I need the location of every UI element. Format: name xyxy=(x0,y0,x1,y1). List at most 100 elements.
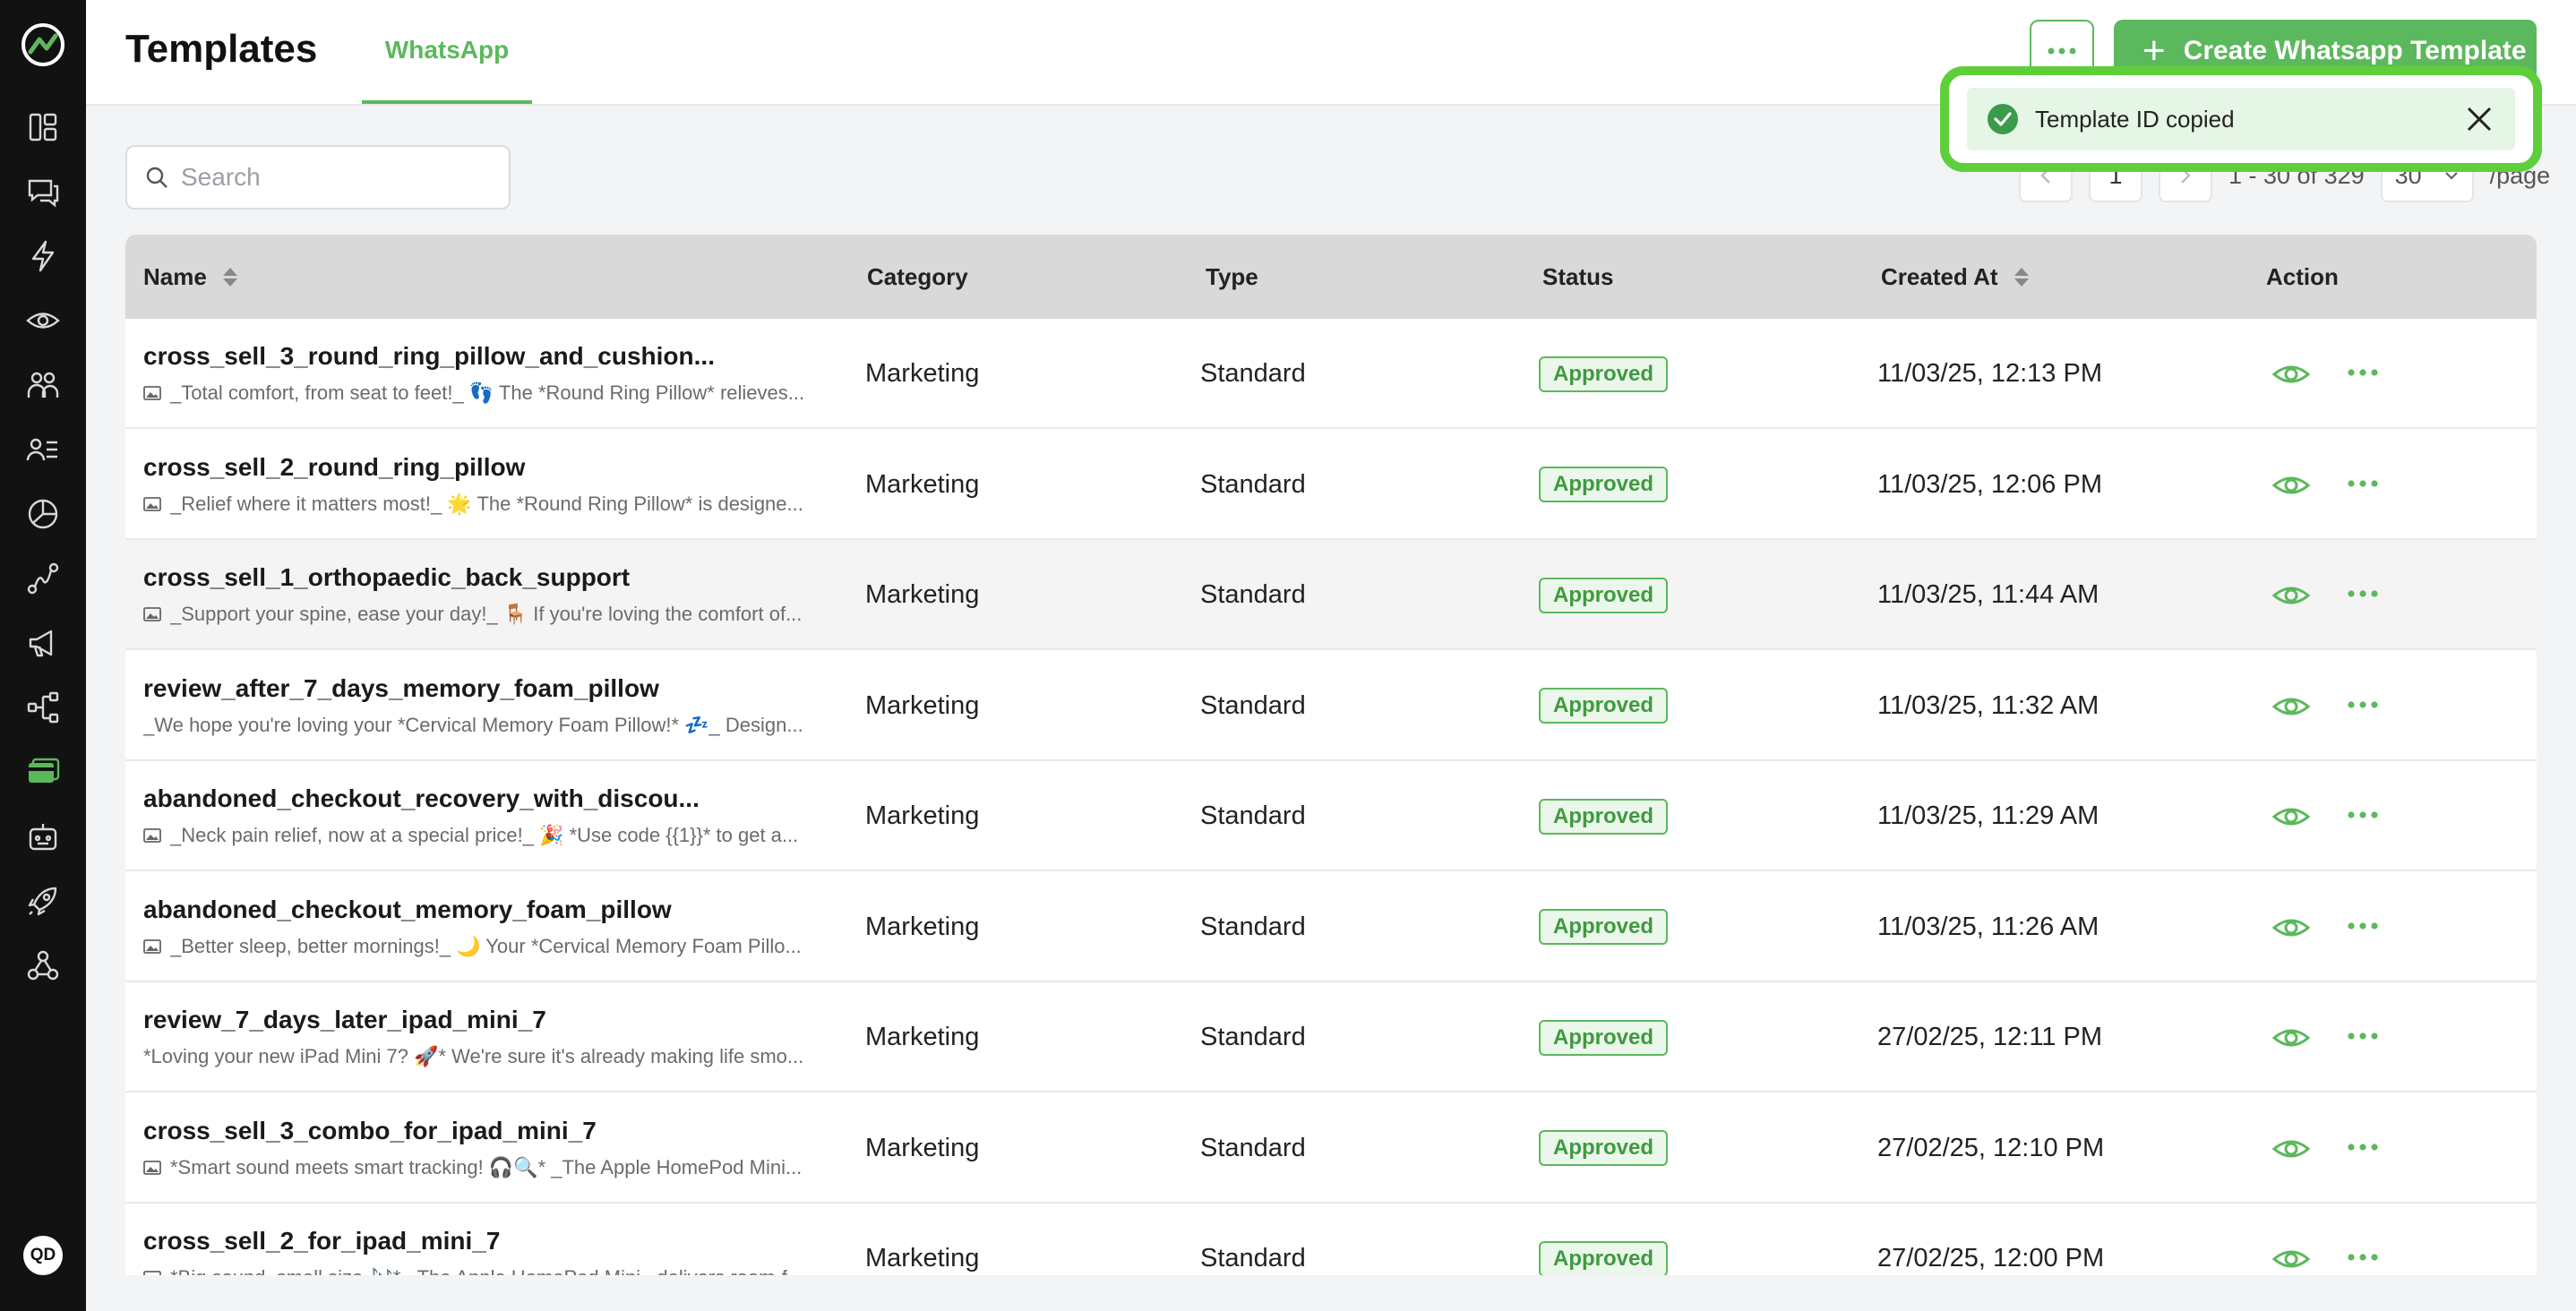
table-row[interactable]: cross_sell_2_for_ipad_mini_7 *Big sound, … xyxy=(125,1204,2537,1275)
chat-icon xyxy=(28,179,59,208)
tab-whatsapp[interactable]: WhatsApp xyxy=(362,0,532,104)
template-name[interactable]: cross_sell_2_round_ring_pillow xyxy=(143,452,526,481)
column-name[interactable]: Name xyxy=(143,235,237,319)
sidebar-item-monitor[interactable] xyxy=(21,299,64,342)
preview-eye-icon[interactable] xyxy=(2271,687,2311,726)
column-created-at[interactable]: Created At xyxy=(1881,235,2029,319)
sidebar-item-webhooks[interactable] xyxy=(21,944,64,987)
sidebar-item-launch[interactable] xyxy=(21,879,64,922)
plus-icon: + xyxy=(2142,29,2166,73)
sidebar-item-integrations[interactable] xyxy=(21,686,64,729)
preview-eye-icon[interactable] xyxy=(2271,466,2311,505)
webhook-icon xyxy=(27,950,59,981)
table-row[interactable]: abandoned_checkout_recovery_with_discou.… xyxy=(125,761,2537,871)
sidebar-item-flows[interactable] xyxy=(21,557,64,600)
table-header: Name Category Type Status Created At Act… xyxy=(125,235,2537,319)
created-at-cell: 11/03/25, 11:32 AM xyxy=(1877,690,2099,720)
preview-eye-icon[interactable] xyxy=(2271,908,2311,947)
status-cell: Approved xyxy=(1539,651,1669,761)
sidebar-item-team[interactable] xyxy=(21,364,64,407)
image-icon xyxy=(143,607,161,621)
template-preview-text: _Support your spine, ease your day!_ 🪑 I… xyxy=(170,603,803,625)
category-cell: Marketing xyxy=(865,1244,980,1272)
table-row[interactable]: abandoned_checkout_memory_foam_pillow _Be… xyxy=(125,871,2537,982)
template-preview: _Total comfort, from seat to feet!_ 👣 Th… xyxy=(143,381,851,405)
template-name[interactable]: abandoned_checkout_recovery_with_discou.… xyxy=(143,784,700,812)
template-preview: _Better sleep, better mornings!_ 🌙 Your … xyxy=(143,935,851,958)
table-row[interactable]: cross_sell_1_orthopaedic_back_support _Su… xyxy=(125,540,2537,650)
column-category: Category xyxy=(867,262,968,290)
template-name-cell: review_7_days_later_ipad_mini_7 *Loving y… xyxy=(143,1006,851,1068)
preview-eye-icon[interactable] xyxy=(2271,1018,2311,1058)
template-preview-text: _Relief where it matters most!_ 🌟 The *R… xyxy=(170,492,803,515)
search-input[interactable] xyxy=(181,163,485,192)
template-name[interactable]: review_after_7_days_memory_foam_pillow xyxy=(143,673,659,702)
row-more-icon[interactable] xyxy=(2343,355,2383,394)
status-badge: Approved xyxy=(1539,798,1669,835)
type-cell: Standard xyxy=(1200,469,1306,499)
created-at-cell: 11/03/25, 11:44 AM xyxy=(1877,580,2099,609)
sidebar-item-templates[interactable] xyxy=(21,750,64,793)
template-name[interactable]: review_7_days_later_ipad_mini_7 xyxy=(143,1006,546,1033)
row-more-icon[interactable] xyxy=(2343,576,2383,615)
sidebar-item-dashboard[interactable] xyxy=(21,106,64,149)
status-cell: Approved xyxy=(1539,430,1669,540)
table-row[interactable]: cross_sell_2_round_ring_pillow _Relief wh… xyxy=(125,429,2537,540)
lightning-icon xyxy=(31,240,55,272)
template-name[interactable]: abandoned_checkout_memory_foam_pillow xyxy=(143,895,672,923)
templates-table: Name Category Type Status Created At Act… xyxy=(125,235,2537,1275)
table-row[interactable]: review_after_7_days_memory_foam_pillow _W… xyxy=(125,650,2537,761)
app-logo-icon[interactable] xyxy=(20,21,66,68)
type-cell: Standard xyxy=(1200,912,1306,941)
template-preview: _Neck pain relief, now at a special pric… xyxy=(143,824,851,847)
row-more-icon[interactable] xyxy=(2343,1239,2383,1275)
template-name[interactable]: cross_sell_1_orthopaedic_back_support xyxy=(143,563,631,591)
template-name[interactable]: cross_sell_2_for_ipad_mini_7 xyxy=(143,1227,501,1255)
template-name[interactable]: cross_sell_3_combo_for_ipad_mini_7 xyxy=(143,1116,597,1144)
row-more-icon[interactable] xyxy=(2343,687,2383,726)
row-more-icon[interactable] xyxy=(2343,466,2383,505)
table-row[interactable]: review_7_days_later_ipad_mini_7 *Loving y… xyxy=(125,982,2537,1092)
flow-icon xyxy=(27,562,59,595)
column-type: Type xyxy=(1206,262,1258,290)
type-cell: Standard xyxy=(1200,1023,1306,1051)
row-more-icon[interactable] xyxy=(2343,797,2383,836)
template-name-cell: review_after_7_days_memory_foam_pillow _W… xyxy=(143,674,851,737)
table-row[interactable]: cross_sell_3_combo_for_ipad_mini_7 *Smart… xyxy=(125,1092,2537,1204)
preview-eye-icon[interactable] xyxy=(2271,355,2311,394)
preview-eye-icon[interactable] xyxy=(2271,1239,2311,1275)
template-preview: *Smart sound meets smart tracking! 🎧🔍* _… xyxy=(143,1156,851,1179)
sort-icon[interactable] xyxy=(2014,267,2029,287)
column-name-label: Name xyxy=(143,262,207,290)
close-icon[interactable] xyxy=(2463,103,2495,135)
sidebar-item-campaigns[interactable] xyxy=(21,621,64,664)
preview-eye-icon[interactable] xyxy=(2271,1129,2311,1169)
sidebar-item-contacts[interactable] xyxy=(21,428,64,471)
sidebar-item-chats[interactable] xyxy=(21,170,64,213)
preview-eye-icon[interactable] xyxy=(2271,797,2311,836)
preview-eye-icon[interactable] xyxy=(2271,576,2311,615)
integration-icon xyxy=(27,691,59,724)
row-more-icon[interactable] xyxy=(2343,1018,2383,1058)
image-icon xyxy=(143,938,161,954)
table-row[interactable]: cross_sell_3_round_ring_pillow_and_cushi… xyxy=(125,319,2537,429)
status-cell: Approved xyxy=(1539,1204,1669,1275)
row-more-icon[interactable] xyxy=(2343,908,2383,947)
template-preview-text: *Big sound, small size 🎶* _The Apple Hom… xyxy=(170,1266,803,1275)
template-preview: _Support your spine, ease your day!_ 🪑 I… xyxy=(143,603,851,626)
user-avatar[interactable]: QD xyxy=(23,1236,63,1275)
sidebar-item-bots[interactable] xyxy=(21,815,64,858)
created-at-cell: 11/03/25, 12:06 PM xyxy=(1877,469,2102,499)
sort-icon[interactable] xyxy=(222,267,237,287)
row-more-icon[interactable] xyxy=(2343,1129,2383,1169)
search-box[interactable] xyxy=(125,145,511,210)
sidebar-item-analytics[interactable] xyxy=(21,493,64,536)
toast-message: Template ID copied xyxy=(2035,105,2235,133)
status-badge: Approved xyxy=(1539,1130,1669,1166)
template-name[interactable]: cross_sell_3_round_ring_pillow_and_cushi… xyxy=(143,342,715,370)
sidebar-item-automation[interactable] xyxy=(21,235,64,278)
image-icon xyxy=(143,1160,161,1175)
template-name-cell: cross_sell_2_round_ring_pillow _Relief wh… xyxy=(143,453,851,516)
search-icon xyxy=(146,167,167,188)
sidebar: QD xyxy=(0,0,86,1311)
